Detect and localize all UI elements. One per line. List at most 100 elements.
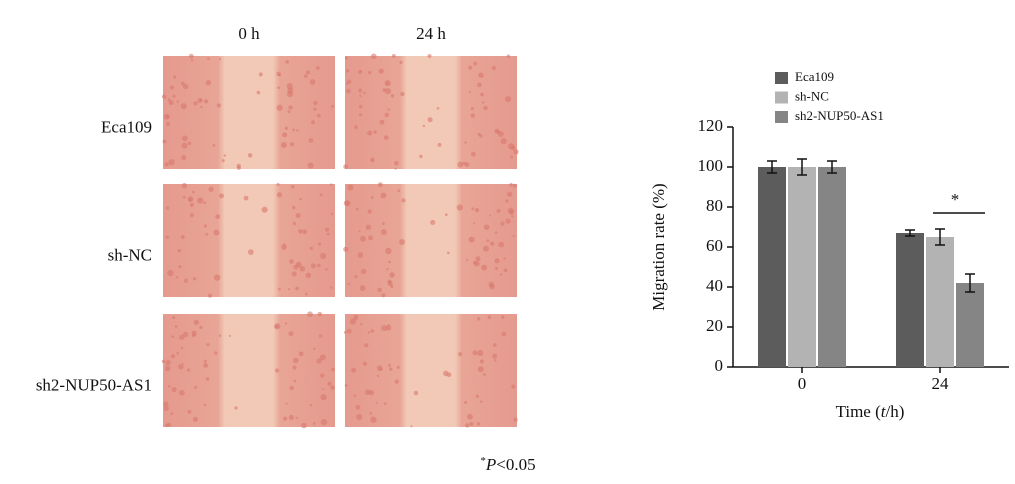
- cell: [474, 260, 480, 267]
- cell: [346, 79, 352, 84]
- cell: [381, 222, 385, 226]
- cell: [427, 117, 433, 123]
- cell: [278, 287, 281, 291]
- cell: [162, 139, 167, 144]
- cell: [161, 94, 167, 99]
- cell: [305, 70, 311, 75]
- cell: [214, 351, 218, 355]
- cell: [376, 374, 380, 378]
- cell: [470, 113, 475, 118]
- x-tick-label: 24: [932, 374, 950, 393]
- cell: [181, 142, 188, 149]
- cell: [355, 207, 359, 211]
- y-tick-label: 100: [698, 156, 724, 175]
- cell: [218, 334, 222, 337]
- cell: [375, 401, 378, 405]
- cell: [180, 235, 185, 239]
- cell: [346, 328, 352, 334]
- cell: [164, 162, 169, 167]
- cell: [193, 101, 198, 106]
- cell: [357, 252, 364, 258]
- cell: [298, 351, 304, 357]
- cell: [470, 151, 476, 157]
- cell: [191, 330, 197, 336]
- cell: [164, 423, 169, 428]
- cell: [288, 414, 294, 420]
- cell: [176, 276, 179, 279]
- cell: [512, 235, 515, 238]
- cell: [430, 219, 436, 225]
- cell: [481, 264, 488, 271]
- cell: [354, 125, 358, 130]
- footnote-p: P: [485, 455, 496, 474]
- cell: [483, 105, 488, 111]
- cell: [387, 280, 393, 287]
- cell: [330, 385, 335, 390]
- cell: [178, 364, 184, 370]
- cell: [399, 60, 403, 64]
- cell: [394, 167, 397, 170]
- cell: [327, 381, 332, 386]
- legend-label: sh-NC: [795, 88, 829, 103]
- cell: [205, 80, 212, 86]
- cell: [381, 325, 388, 332]
- cell: [309, 246, 313, 250]
- cell: [309, 79, 316, 85]
- cell: [289, 385, 294, 391]
- cell: [376, 365, 383, 371]
- cell: [500, 221, 505, 226]
- cell: [468, 65, 473, 70]
- cell: [380, 229, 387, 236]
- cell: [325, 268, 328, 271]
- cell: [505, 218, 511, 224]
- cell: [360, 323, 363, 326]
- cell: [330, 286, 333, 289]
- cell: [360, 70, 363, 73]
- cell: [167, 269, 174, 277]
- cell: [163, 401, 169, 407]
- cell: [389, 272, 395, 278]
- cell: [181, 182, 188, 189]
- cell: [494, 128, 500, 134]
- cell: [501, 315, 505, 320]
- cell: [293, 357, 299, 364]
- cell: [477, 132, 481, 136]
- cell: [399, 239, 406, 246]
- y-tick-label: 120: [698, 116, 724, 135]
- cell: [199, 325, 203, 329]
- cell: [203, 403, 207, 407]
- cell: [360, 235, 367, 242]
- cell: [359, 285, 366, 292]
- cell: [377, 287, 382, 293]
- cell: [513, 149, 519, 155]
- cell: [292, 365, 297, 370]
- micrograph: [163, 184, 335, 297]
- cell: [165, 206, 170, 210]
- cell: [494, 359, 497, 362]
- cell: [317, 311, 323, 317]
- y-tick-label: 20: [706, 316, 723, 335]
- cell: [474, 208, 480, 213]
- cell: [389, 367, 393, 371]
- cell: [208, 293, 213, 298]
- cell: [289, 259, 294, 264]
- cell: [313, 107, 317, 111]
- cell: [178, 265, 182, 269]
- cell: [170, 354, 176, 359]
- cell: [385, 325, 392, 331]
- cell: [176, 351, 180, 355]
- y-tick-label: 80: [706, 196, 723, 215]
- cell: [390, 285, 394, 289]
- row-label: sh-NC: [108, 245, 152, 264]
- cell: [276, 192, 283, 198]
- cell: [462, 161, 466, 165]
- cell: [368, 235, 374, 241]
- cell: [295, 213, 301, 218]
- cell: [343, 246, 349, 252]
- cell: [483, 224, 490, 230]
- cell: [192, 190, 195, 194]
- cell: [292, 205, 296, 210]
- cell: [283, 416, 288, 421]
- cell: [213, 274, 221, 281]
- cell: [509, 182, 514, 187]
